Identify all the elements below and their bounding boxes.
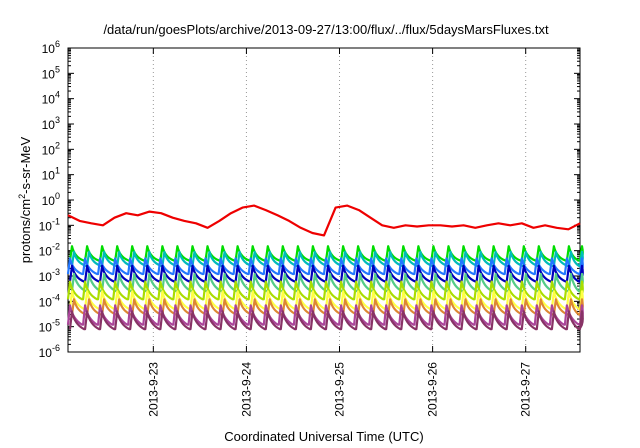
y-tick-base: 10 (39, 321, 53, 335)
series-line (68, 264, 584, 283)
x-gridlines (152, 48, 527, 352)
y-tick-base: 10 (42, 143, 56, 157)
series-line (70, 250, 584, 267)
x-tick-label: 2013-9-27 (519, 362, 533, 417)
series-line (70, 272, 584, 293)
y-axis-label-sup: 2 (17, 194, 27, 199)
y-tick-exponent: -6 (52, 343, 60, 353)
series-line (66, 280, 584, 301)
y-tick-base: 10 (42, 42, 56, 56)
y-axis-label-post: -s-sr-MeV (18, 136, 33, 193)
y-tick-label: 100 (42, 191, 60, 208)
y-tick-label: 10-3 (39, 267, 60, 284)
y-tick-exponent: 0 (55, 191, 60, 201)
y-tick-exponent: 1 (55, 166, 60, 176)
y-tick-exponent: 2 (55, 140, 60, 150)
y-tick-label: 10-4 (39, 292, 60, 309)
y-tick-exponent: 6 (55, 39, 60, 49)
y-tick-label: 10-1 (39, 216, 60, 233)
y-tick-base: 10 (39, 295, 53, 309)
y-tick-base: 10 (42, 169, 56, 183)
y-tick-exponent: 3 (55, 115, 60, 125)
y-tick-label: 102 (42, 140, 60, 157)
x-tick-label: 2013-9-26 (426, 362, 440, 417)
y-tick-base: 10 (42, 93, 56, 107)
x-axis-label: Coordinated Universal Time (UTC) (224, 429, 423, 444)
x-tick-label: 2013-9-25 (333, 362, 347, 417)
y-tick-base: 10 (39, 270, 53, 284)
y-tick-label: 10-5 (39, 318, 60, 335)
x-axis: 2013-9-23 2013-9-24 2013-9-25 2013-9-26 2013… (146, 48, 533, 417)
y-tick-label: 105 (42, 64, 60, 81)
y-tick-label: 10-2 (39, 242, 60, 259)
y-tick-exponent: -2 (52, 242, 60, 252)
y-tick-base: 10 (39, 346, 53, 360)
series-lines (66, 204, 584, 331)
series-line (67, 204, 581, 237)
series-line (66, 257, 584, 276)
y-tick-exponent: -4 (52, 292, 60, 302)
y-axis-label: protons/cm2-s-sr-MeV (17, 136, 33, 263)
y-tick-label: 103 (42, 115, 60, 132)
y-tick-label: 101 (42, 166, 60, 183)
y-tick-exponent: 5 (55, 64, 60, 74)
y-tick-label: 106 (42, 39, 60, 56)
y-tick-exponent: 4 (55, 90, 60, 100)
y-tick-base: 10 (39, 219, 53, 233)
y-tick-label: 104 (42, 90, 60, 107)
y-tick-exponent: -1 (52, 216, 60, 226)
y-tick-exponent: -3 (52, 267, 60, 277)
y-tick-base: 10 (42, 194, 56, 208)
y-axis-label-pre: protons/cm (18, 199, 33, 263)
y-tick-base: 10 (39, 245, 53, 259)
y-tick-exponent: -5 (52, 318, 60, 328)
y-tick-base: 10 (42, 67, 56, 81)
series-line (68, 310, 584, 331)
x-tick-label: 2013-9-24 (239, 362, 253, 417)
y-tick-label: 10-6 (39, 343, 60, 360)
chart-title: /data/run/goesPlots/archive/2013-09-27/1… (103, 22, 549, 37)
x-tick-label: 2013-9-23 (146, 362, 160, 417)
y-tick-base: 10 (42, 118, 56, 132)
